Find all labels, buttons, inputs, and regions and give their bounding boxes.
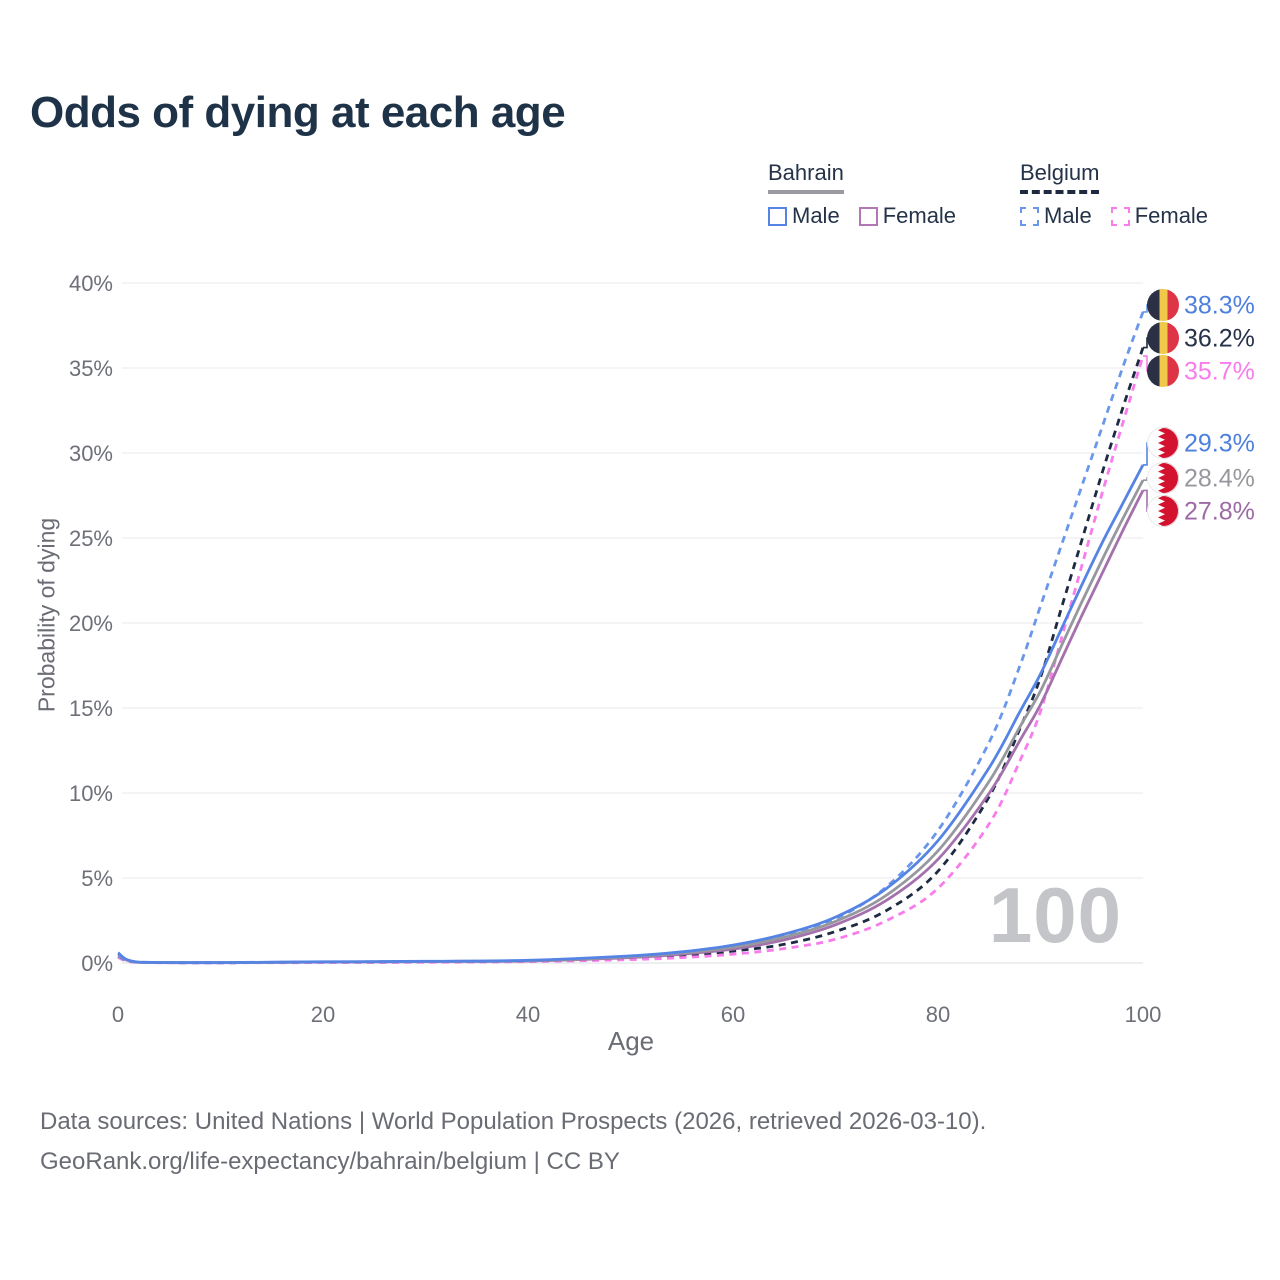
- page-title: Odds of dying at each age: [30, 88, 566, 137]
- attribution-link: GeoRank.org/life-expectancy/bahrain/belg…: [40, 1148, 620, 1175]
- age-counter-watermark: 100: [988, 871, 1122, 959]
- y-tick-label: 5%: [81, 866, 113, 891]
- bahrain-flag-icon: [1147, 427, 1179, 459]
- y-tick-label: 40%: [69, 271, 113, 296]
- end-value-label-belgium-male: 38.3%: [1184, 292, 1255, 320]
- y-tick-label: 30%: [69, 441, 113, 466]
- legend-group-belgium: Belgium Male Female: [1020, 160, 1208, 229]
- y-axis-title: Probability of dying: [33, 517, 60, 713]
- legend-country-bahrain[interactable]: Bahrain: [768, 160, 844, 194]
- legend-item-label: Female: [1134, 203, 1209, 228]
- end-value-label-bahrain-female: 27.8%: [1184, 498, 1255, 526]
- series-line-bahrain-male[interactable]: [117, 464, 1145, 965]
- series-line-belgium-female[interactable]: [117, 355, 1145, 965]
- y-tick-label: 20%: [69, 611, 113, 636]
- legend-country-belgium[interactable]: Belgium: [1020, 160, 1100, 194]
- dashed-female-swatch-icon: [1110, 206, 1130, 226]
- series-line-bahrain-female[interactable]: [117, 489, 1145, 965]
- solid-female-swatch-icon: [858, 206, 878, 226]
- y-tick-label: 25%: [69, 526, 113, 551]
- x-tick-label: 100: [1125, 1002, 1162, 1027]
- x-tick-label: 20: [311, 1002, 335, 1027]
- solid-male-swatch-icon: [768, 206, 787, 226]
- x-tick-label: 60: [721, 1002, 745, 1027]
- legend-item-label: Male: [792, 203, 840, 228]
- legend-item-bahrain-female[interactable]: Female: [858, 203, 957, 229]
- end-value-label-bahrain-male: 29.3%: [1184, 430, 1255, 458]
- legend-item-bahrain-male[interactable]: Male: [768, 203, 840, 229]
- dashed-male-swatch-icon: [1020, 206, 1039, 226]
- series-line-belgium-male[interactable]: [117, 311, 1145, 965]
- y-tick-label: 35%: [69, 356, 113, 381]
- series-line-bahrain-overall[interactable]: [117, 479, 1145, 965]
- end-value-label-bahrain-overall: 28.4%: [1184, 465, 1255, 493]
- belgium-flag-icon: [1147, 355, 1179, 387]
- x-axis-title: Age: [607, 1026, 655, 1056]
- series-line-belgium-overall[interactable]: [117, 347, 1145, 965]
- data-source-note: Data sources: United Nations | World Pop…: [40, 1108, 987, 1135]
- end-value-label-belgium-overall: 36.2%: [1184, 325, 1255, 353]
- legend-items-bahrain: Male Female: [768, 203, 956, 229]
- x-tick-label: 80: [926, 1002, 950, 1027]
- end-value-label-belgium-female: 35.7%: [1184, 358, 1255, 386]
- legend-group-bahrain: Bahrain Male Female: [768, 160, 956, 229]
- legend-item-label: Male: [1044, 203, 1092, 228]
- y-tick-label: 15%: [69, 696, 113, 721]
- y-tick-label: 10%: [69, 781, 113, 806]
- x-tick-label: 0: [112, 1002, 124, 1027]
- legend-item-belgium-male[interactable]: Male: [1020, 203, 1092, 229]
- belgium-flag-icon: [1147, 322, 1179, 354]
- belgium-flag-icon: [1147, 289, 1179, 321]
- legend-item-label: Female: [882, 203, 957, 228]
- legend-items-belgium: Male Female: [1020, 203, 1208, 229]
- bahrain-flag-icon: [1147, 462, 1179, 494]
- y-tick-label: 0%: [81, 951, 113, 976]
- bahrain-flag-icon: [1147, 495, 1179, 527]
- x-tick-label: 40: [516, 1002, 540, 1027]
- legend-item-belgium-female[interactable]: Female: [1110, 203, 1209, 229]
